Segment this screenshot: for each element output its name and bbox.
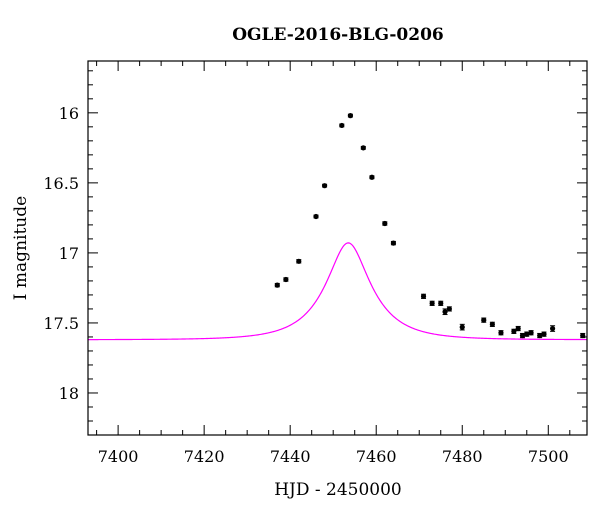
data-point <box>541 331 547 337</box>
data-point <box>274 282 280 288</box>
data-point <box>390 240 397 246</box>
y-axis-label: I magnitude <box>11 196 31 300</box>
data-point <box>459 323 465 331</box>
model-curve <box>88 242 587 341</box>
data-point <box>442 308 448 316</box>
plot-frame <box>87 60 588 436</box>
data-point <box>369 174 375 180</box>
data-point <box>382 220 388 227</box>
data-point <box>528 330 534 336</box>
axis-ticks: 7400 7420 7440 7460 7480 7500 16 16.5 17 17.5 18 <box>43 61 587 466</box>
data-point <box>339 122 345 129</box>
x-axis-label: HJD - 2450000 <box>274 480 402 500</box>
data-point <box>549 325 556 332</box>
chart-title: OGLE-2016-BLG-0206 <box>232 25 444 45</box>
x-tick-label: 7440 <box>270 447 311 466</box>
data-point <box>360 145 366 151</box>
y-tick-label: 17.5 <box>43 314 79 333</box>
data-point <box>519 332 526 339</box>
data-point <box>446 306 452 312</box>
data-point <box>511 328 517 334</box>
data-point <box>321 183 328 189</box>
x-tick-label: 7400 <box>98 447 139 466</box>
plot-area <box>88 113 587 341</box>
data-point <box>313 213 319 220</box>
data-point <box>515 325 521 332</box>
data-point <box>438 300 444 306</box>
y-tick-label: 17 <box>59 244 79 263</box>
y-tick-label: 16 <box>59 104 79 123</box>
data-point <box>537 332 543 339</box>
y-tick-label: 16.5 <box>43 174 79 193</box>
data-point <box>481 317 487 323</box>
x-tick-label: 7420 <box>184 447 225 466</box>
data-point <box>283 276 289 283</box>
y-tick-label: 18 <box>59 384 79 403</box>
data-point <box>347 113 354 119</box>
data-point <box>296 258 302 264</box>
data-point <box>489 321 495 327</box>
data-point <box>429 300 435 306</box>
x-tick-label: 7460 <box>356 447 397 466</box>
x-tick-label: 7480 <box>442 447 483 466</box>
data-point <box>524 331 530 337</box>
data-point <box>420 293 427 299</box>
x-tick-label: 7500 <box>528 447 569 466</box>
data-point <box>498 330 504 336</box>
